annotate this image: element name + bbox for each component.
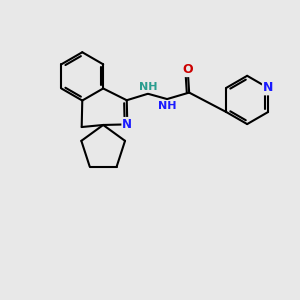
Text: N: N (263, 81, 273, 94)
Text: NH: NH (158, 101, 176, 111)
Text: O: O (182, 63, 193, 76)
Text: NH: NH (139, 82, 157, 92)
Text: N: N (122, 118, 132, 131)
